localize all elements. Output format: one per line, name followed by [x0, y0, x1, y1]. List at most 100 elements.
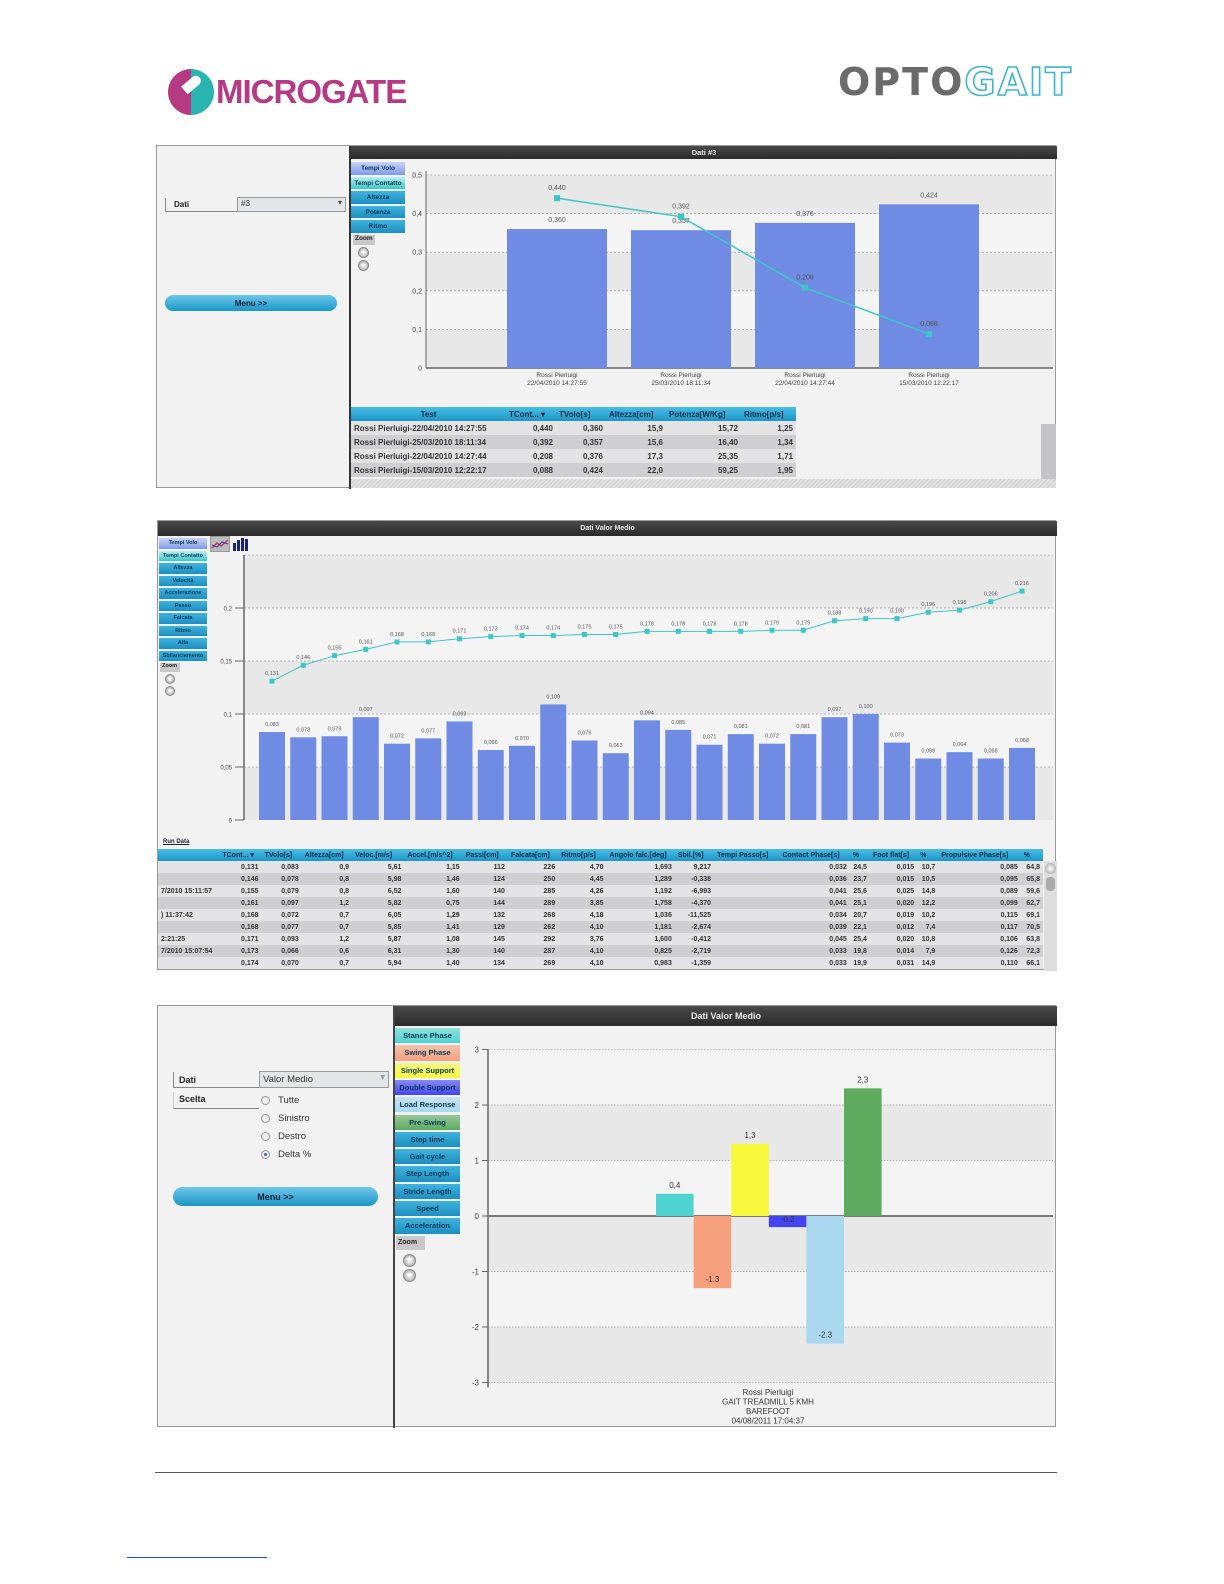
scroll-up-icon[interactable]: [1045, 863, 1056, 874]
menu-button[interactable]: Menu >>: [173, 1187, 378, 1206]
table-row[interactable]: 0,146 0,078 0,8 5,98 1,46 124 250 4,45 1,289 -0,3…: [158, 873, 1043, 885]
chart-toggle-double-support[interactable]: Double Support: [395, 1079, 460, 1097]
table-row[interactable]: ) 11:37:42 0,168 0,072 0,7 6,05 1,29 132 268 4,1…: [158, 909, 1043, 921]
chart-toggle-pre-swing[interactable]: Pre-Swing: [395, 1114, 460, 1131]
chart-toggle-ritmo[interactable]: Ritmo: [159, 625, 207, 637]
column-header-tcont[interactable]: TCont... ▾: [506, 407, 556, 421]
chart-toggle-altezza[interactable]: Altezza: [351, 191, 405, 205]
table-row[interactable]: 0,131 0,083 0,9 5,61 1,15 112 226 4,70 1,693 9,21…: [158, 861, 1043, 873]
table-row[interactable]: Rossi Pierluigi-22/04/2010 14:27:55 0,440…: [351, 421, 1041, 435]
column-header-accel-m-s-2[interactable]: Accel.[m/s^2]: [404, 849, 463, 861]
chart-toggle-stride-length[interactable]: Stride Length: [395, 1183, 460, 1200]
column-header-test[interactable]: Test: [351, 407, 506, 421]
table-row[interactable]: 0,174 0,070 0,7 5,94 1,40 134 269 4,10 0,983 -1,3…: [158, 957, 1043, 969]
scrollbar[interactable]: [1044, 861, 1057, 971]
column-header-potenza-w-kg[interactable]: Potenza[W/Kg]: [666, 407, 741, 421]
chart-toggle-falcata[interactable]: Falcata: [159, 613, 207, 625]
column-header-name[interactable]: %: [1020, 849, 1043, 861]
chart-toggle-accelerazione[interactable]: Accelerazione: [159, 588, 207, 600]
column-header-name[interactable]: %: [849, 849, 870, 861]
column-header-contact-phase-s[interactable]: Contact Phase[s]: [779, 849, 850, 861]
column-header-tvolo-s[interactable]: TVolo[s]: [261, 849, 302, 861]
radio-button-icon[interactable]: [261, 1096, 270, 1105]
column-header-tempi-passo-s[interactable]: Tempi Passo[s]: [714, 849, 780, 861]
column-header-tvolo-s[interactable]: TVolo[s]: [556, 407, 606, 421]
radio-button-icon[interactable]: [261, 1132, 270, 1141]
column-header-tcont[interactable]: TCont... ▾: [219, 849, 262, 861]
table-cell: 0,032: [779, 861, 850, 873]
table-row[interactable]: Rossi Pierluigi-22/04/2010 14:27:44 0,208…: [351, 449, 1041, 463]
column-header-name[interactable]: [158, 849, 220, 861]
bar-chart-toggle-icon[interactable]: [232, 537, 250, 551]
table-row[interactable]: 0,168 0,077 0,7 5,85 1,41 129 262 4,10 1,181 -2,6…: [158, 921, 1043, 933]
chart-toggle-passo[interactable]: Passo: [159, 600, 207, 612]
table-cell: 22,0: [606, 463, 666, 477]
column-header-veloc-m-s[interactable]: Veloc.[m/s]: [352, 849, 405, 861]
line-chart-toggle-icon[interactable]: [210, 536, 230, 552]
chart-toggle-sbilanciamento[interactable]: Sbilanciamento: [159, 650, 207, 662]
chart-toggle-load-response[interactable]: Load Response: [395, 1097, 460, 1114]
zoom-in-icon[interactable]: +: [165, 674, 175, 684]
chart-toggle-swing-phase[interactable]: Swing Phase: [395, 1045, 460, 1062]
dati-select[interactable]: #3 ▾: [237, 197, 346, 212]
table-cell: 145: [462, 933, 508, 945]
bar: [634, 720, 660, 820]
line-point: [269, 678, 275, 684]
column-header-ritmo-p-s[interactable]: Ritmo[p/s]: [558, 849, 607, 861]
radio-tutte[interactable]: Tutte: [261, 1095, 299, 1106]
chart-toggle-single-support[interactable]: Single Support: [395, 1062, 460, 1079]
radio-button-icon[interactable]: [261, 1150, 270, 1159]
chart-toggle-stance-phase[interactable]: Stance Phase: [395, 1028, 460, 1045]
chart-toggle-altezza[interactable]: Altezza: [159, 563, 207, 575]
y-tick-label: 0,2: [224, 607, 233, 613]
dati-select[interactable]: Valor Medio ▾: [259, 1071, 389, 1088]
radio-sinistro[interactable]: Sinistro: [261, 1113, 310, 1124]
chart-toggle-alfa[interactable]: Alfa: [159, 638, 207, 650]
table-row[interactable]: Rossi Pierluigi-15/03/2010 12:22:17 0,088…: [351, 463, 1041, 477]
column-header-name[interactable]: %: [917, 849, 939, 861]
table-row[interactable]: Rossi Pierluigi-25/03/2010 18:11:34 0,392…: [351, 435, 1041, 449]
table-row[interactable]: 7/2010 15:11:57 0,155 0,079 0,8 6,52 1,60 140 2…: [158, 885, 1043, 897]
bar-pre-swing: [844, 1088, 882, 1216]
zoom-out-icon[interactable]: −: [358, 260, 369, 271]
scrollbar-thumb[interactable]: [1046, 877, 1055, 891]
radio-destro[interactable]: Destro: [261, 1131, 306, 1142]
zoom-out-icon[interactable]: −: [165, 686, 175, 696]
chart-toggle-ritmo[interactable]: Ritmo: [351, 220, 405, 234]
table-row[interactable]: 2:21:25 0,171 0,093 1,2 5,87 1,08 145 292 3,76 1,…: [158, 933, 1043, 945]
column-header-falcata-cm[interactable]: Falcata[cm]: [507, 849, 559, 861]
table-row[interactable]: 7/2010 15:07:54 0,173 0,066 0,6 6,31 1,30 140 2…: [158, 945, 1043, 957]
column-header-altezza-cm[interactable]: Altezza[cm]: [301, 849, 353, 861]
chart-toggle-speed[interactable]: Speed: [395, 1201, 460, 1218]
column-header-foot-flat-s[interactable]: Foot flat[s]: [869, 849, 918, 861]
chart-toggle-velocit[interactable]: Velocità: [159, 575, 207, 587]
chart-toggle-gait-cycle[interactable]: Gait cycle: [395, 1149, 460, 1166]
line-point: [488, 634, 494, 640]
chart-toggle-tempi-volo[interactable]: Tempi Volo: [159, 538, 207, 550]
table-cell: [714, 921, 780, 933]
menu-button[interactable]: Menu >>: [165, 295, 337, 311]
chart-toggle-tempi-contatto[interactable]: Tempi Contatto: [159, 550, 207, 562]
table-cell: [158, 873, 220, 885]
column-header-sbil[interactable]: Sbil.[%]: [674, 849, 715, 861]
run-data-link[interactable]: Run Data: [163, 839, 190, 845]
y-tick-label: 0,5: [412, 173, 422, 180]
chart-toggle-step-time[interactable]: Step time: [395, 1131, 460, 1149]
chart-toggle-potenza[interactable]: Potenza: [351, 205, 405, 219]
table-row[interactable]: 0,161 0,097 1,2 5,82 0,75 144 289 3,85 1,758 -4,3…: [158, 897, 1043, 909]
chart-toggle-tempi-contatto[interactable]: Tempi Contatto: [351, 176, 405, 190]
chart-toggle-acceleration[interactable]: Acceleration: [395, 1218, 460, 1235]
column-header-propulsive-phase-s[interactable]: Propulsive Phase[s]: [938, 849, 1021, 861]
column-header-altezza-cm[interactable]: Altezza[cm]: [606, 407, 666, 421]
radio-button-icon[interactable]: [261, 1114, 270, 1123]
column-header-angolo-falc-deg[interactable]: Angolo falc.[deg]: [606, 849, 675, 861]
column-header-passi-cm[interactable]: Passi[cm]: [462, 849, 508, 861]
column-header-ritmo-p-s[interactable]: Ritmo[p/s]: [741, 407, 796, 421]
zoom-out-icon[interactable]: −: [403, 1269, 416, 1282]
chart-toggle-step-length[interactable]: Step Length: [395, 1166, 460, 1183]
chart-toggle-tempi-volo[interactable]: Tempi Volo: [351, 162, 405, 176]
zoom-in-icon[interactable]: +: [358, 247, 369, 258]
radio-delta[interactable]: Delta %: [261, 1149, 311, 1160]
bar-value-label: 0,070: [515, 736, 529, 742]
zoom-in-icon[interactable]: +: [403, 1254, 416, 1267]
